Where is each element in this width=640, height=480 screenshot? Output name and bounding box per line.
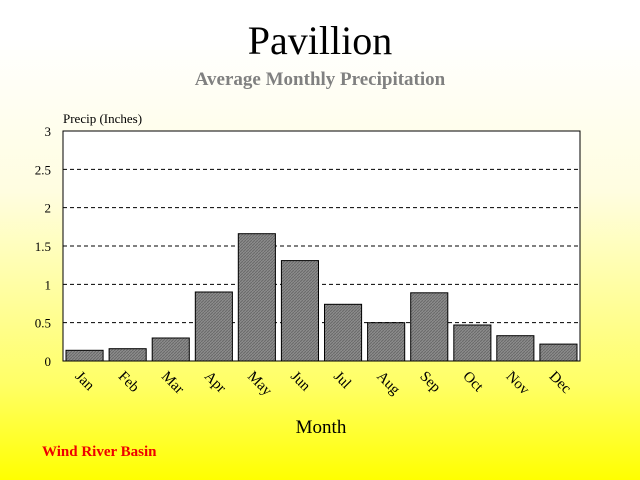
bar-mar (151, 337, 190, 362)
y-tick-label: 2.5 (35, 162, 51, 177)
chart-title: Pavillion (247, 18, 393, 63)
y-tick-label: 3 (45, 124, 52, 139)
bar-jun (280, 260, 319, 362)
basin-label: Wind River Basin (42, 444, 157, 460)
x-tick-label: Jan (72, 369, 98, 395)
x-tick-label: Sep (416, 369, 443, 396)
bar-sep (410, 292, 449, 362)
bar-dec (539, 343, 578, 362)
y-tick-label: 0 (45, 354, 52, 369)
bars (65, 233, 578, 362)
x-ticks: Jan Feb Mar Apr May Jun Jul Aug Sep Oct Nov Dec (72, 369, 575, 400)
y-ticks: 0 0.5 1 1.5 2 2.5 3 (35, 124, 51, 369)
bar-jan (65, 349, 104, 362)
x-tick-label: Apr (201, 369, 229, 397)
x-tick-label: Mar (158, 369, 187, 398)
x-tick-label: Dec (546, 369, 575, 398)
y-tick-label: 2 (45, 201, 52, 216)
bar-oct (453, 324, 492, 362)
bar-nov (496, 335, 535, 362)
bar-feb (108, 348, 147, 362)
gridlines (63, 168, 580, 324)
x-axis-label: Month (296, 417, 347, 438)
x-tick-label: May (244, 369, 275, 400)
bar-apr (194, 291, 233, 362)
x-tick-label: Oct (459, 369, 486, 396)
x-tick-label: Aug (373, 369, 403, 399)
x-tick-label: Feb (115, 369, 142, 396)
y-tick-label: 1.5 (35, 239, 51, 254)
x-tick-label: Jun (287, 369, 313, 395)
chart-subtitle: Average Monthly Precipitation (194, 69, 446, 90)
x-tick-label: Jul (330, 369, 354, 393)
y-tick-label: 0.5 (35, 316, 51, 331)
y-tick-label: 1 (45, 277, 52, 292)
bar-may (237, 233, 276, 362)
bar-jul (324, 303, 363, 362)
x-tick-label: Nov (503, 369, 533, 399)
bar-aug (367, 322, 406, 362)
y-axis-label: Precip (Inches) (63, 111, 142, 126)
